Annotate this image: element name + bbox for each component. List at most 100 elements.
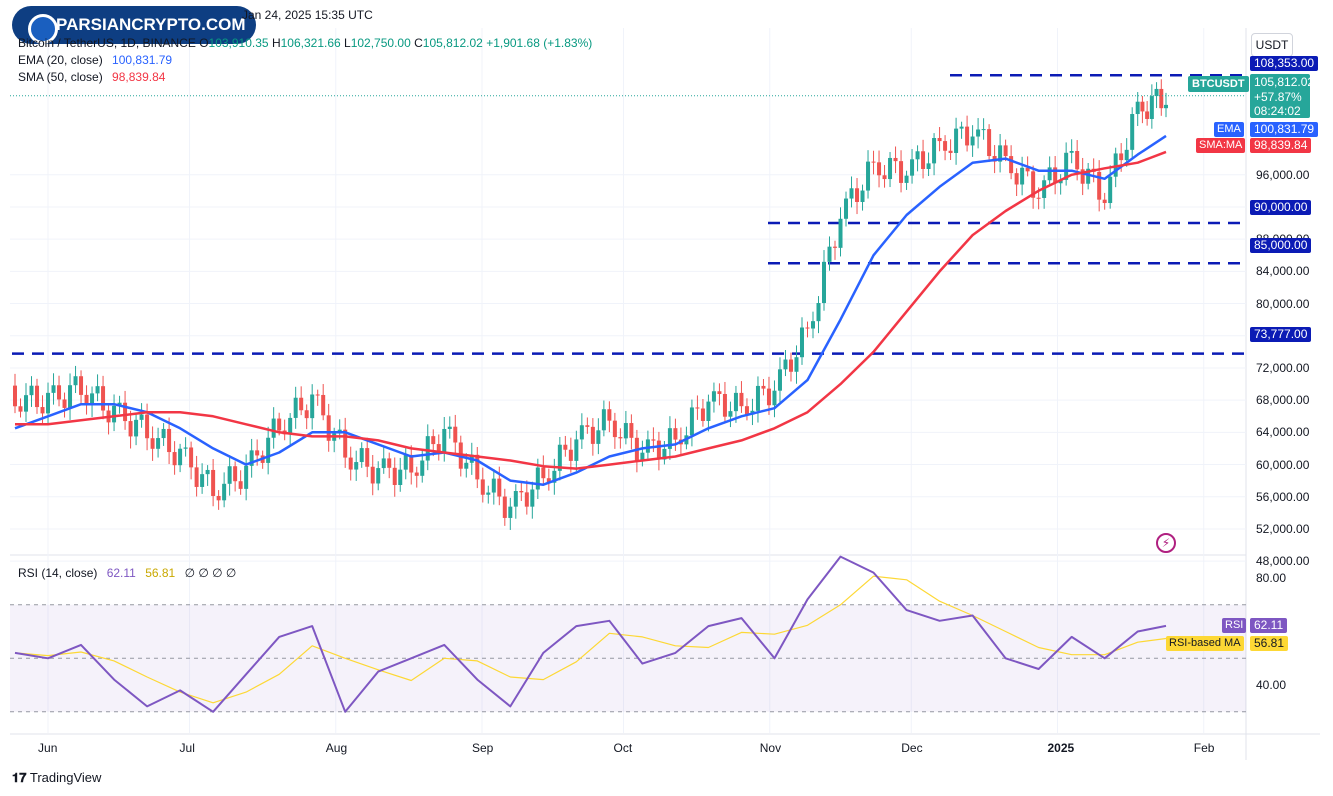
candle-body [95,386,100,394]
bar-countdown: 08:24:02 [1254,104,1301,118]
candle-body [833,246,838,248]
candle-body [18,406,23,412]
candle-body [326,415,331,441]
candle-body [315,394,320,396]
candle-body [651,439,656,441]
percent-change: +57.87% [1254,89,1302,104]
candle-body [134,419,139,437]
ema-legend-label: EMA (20, close) [18,53,103,67]
month-tick: Aug [325,741,348,755]
price-tick: 84,000.00 [1256,264,1310,279]
rsi-tick-40: 40.00 [1256,678,1287,692]
candle-body [508,506,513,518]
ohlc-c-label: C [414,36,423,50]
ohlc-o-label: O [199,36,209,50]
month-tick: 2025 [1047,741,1075,755]
candle-body [888,157,893,180]
candle-body [101,386,106,411]
month-tick: Jul [179,741,195,755]
ema-legend[interactable]: EMA (20, close) 100,831.79 [18,53,172,67]
candle-body [987,129,992,157]
candle-body [381,458,386,469]
rsi-legend-extra: ∅ ∅ ∅ ∅ [184,566,237,580]
candle-body [981,129,986,131]
candle-body [161,428,166,439]
rsi-name-tag: RSI [1222,618,1247,633]
lightning-icon[interactable]: ⚡ [1156,533,1176,553]
candle-body [728,411,733,417]
candle-body [1009,156,1014,174]
candle-body [794,357,799,372]
candle-body [1047,167,1052,181]
tradingview-brand: 𝟏𝟕 TradingView [12,770,101,786]
candle-body [783,359,788,370]
candle-body [932,138,937,164]
candle-body [822,261,827,304]
candle-body [943,141,948,151]
last-price-tag: 105,812.02 +57.87% 08:24:02 [1250,74,1315,118]
ohlc-change: +1,901.68 (+1.83%) [486,36,593,50]
candle-body [1086,168,1091,184]
currency-button[interactable]: USDT [1251,33,1293,57]
candle-body [1014,173,1019,185]
rsi-legend-label: RSI (14, close) [18,566,98,580]
candle-body [24,395,29,412]
candle-body [965,126,970,146]
last-price: 105,812.02 [1254,75,1315,89]
candle-body [1097,171,1102,200]
sma-legend-value: 98,839.84 [112,70,166,84]
candle-body [304,410,309,419]
candle-body [244,465,249,489]
candle-body [420,460,425,476]
candle-body [1036,197,1041,199]
price-tick: 80,000.00 [1256,296,1310,311]
candle-body [403,454,408,470]
candle-body [156,438,161,449]
candle-body [497,478,502,497]
candle-body [519,491,524,493]
candle-body [348,457,353,470]
candle-body [167,428,172,453]
candle-body [376,468,381,484]
ohlc-o: 103,910.35 [208,36,269,50]
candle-body [788,359,793,372]
candle-body [211,469,216,496]
sma-legend[interactable]: SMA (50, close) 98,839.84 [18,70,165,84]
candle-body [772,390,777,406]
candle-body [200,474,205,487]
candle-body [310,394,315,419]
candle-body [222,483,227,501]
rsi-ma-value-tag: 56.81 [1250,636,1289,651]
candle-body [849,188,854,199]
month-tick: Jun [38,741,58,755]
candle-body [706,401,711,421]
candle-body [475,454,480,480]
candle-body [84,394,89,405]
candle-body [1154,88,1159,97]
symbol-tag: BTCUSDT [1188,76,1249,92]
price-tick: 96,000.00 [1256,167,1310,182]
candle-body [447,426,452,429]
candle-body [877,162,882,176]
ohlc-h-label: H [271,36,281,50]
candle-body [139,414,144,420]
sma-value-tag: 98,839.84 [1250,138,1312,153]
rsi-legend[interactable]: RSI (14, close) 62.11 56.81 ∅ ∅ ∅ ∅ [18,566,236,580]
candle-body [717,391,722,394]
candle-body [150,438,155,449]
candle-body [1080,169,1085,184]
candle-body [921,151,926,169]
candle-body [700,408,705,421]
candle-body [777,369,782,391]
candle-body [453,426,458,443]
candle-body [871,161,876,163]
candle-body [541,467,546,479]
candle-body [612,420,617,438]
candle-body [866,161,871,191]
logo-text: PARSIANCRYPTO.COM [56,15,246,34]
price-tick: 64,000.00 [1256,425,1310,440]
candle-body [271,418,276,438]
candle-body [425,436,430,461]
candle-body [816,303,821,322]
